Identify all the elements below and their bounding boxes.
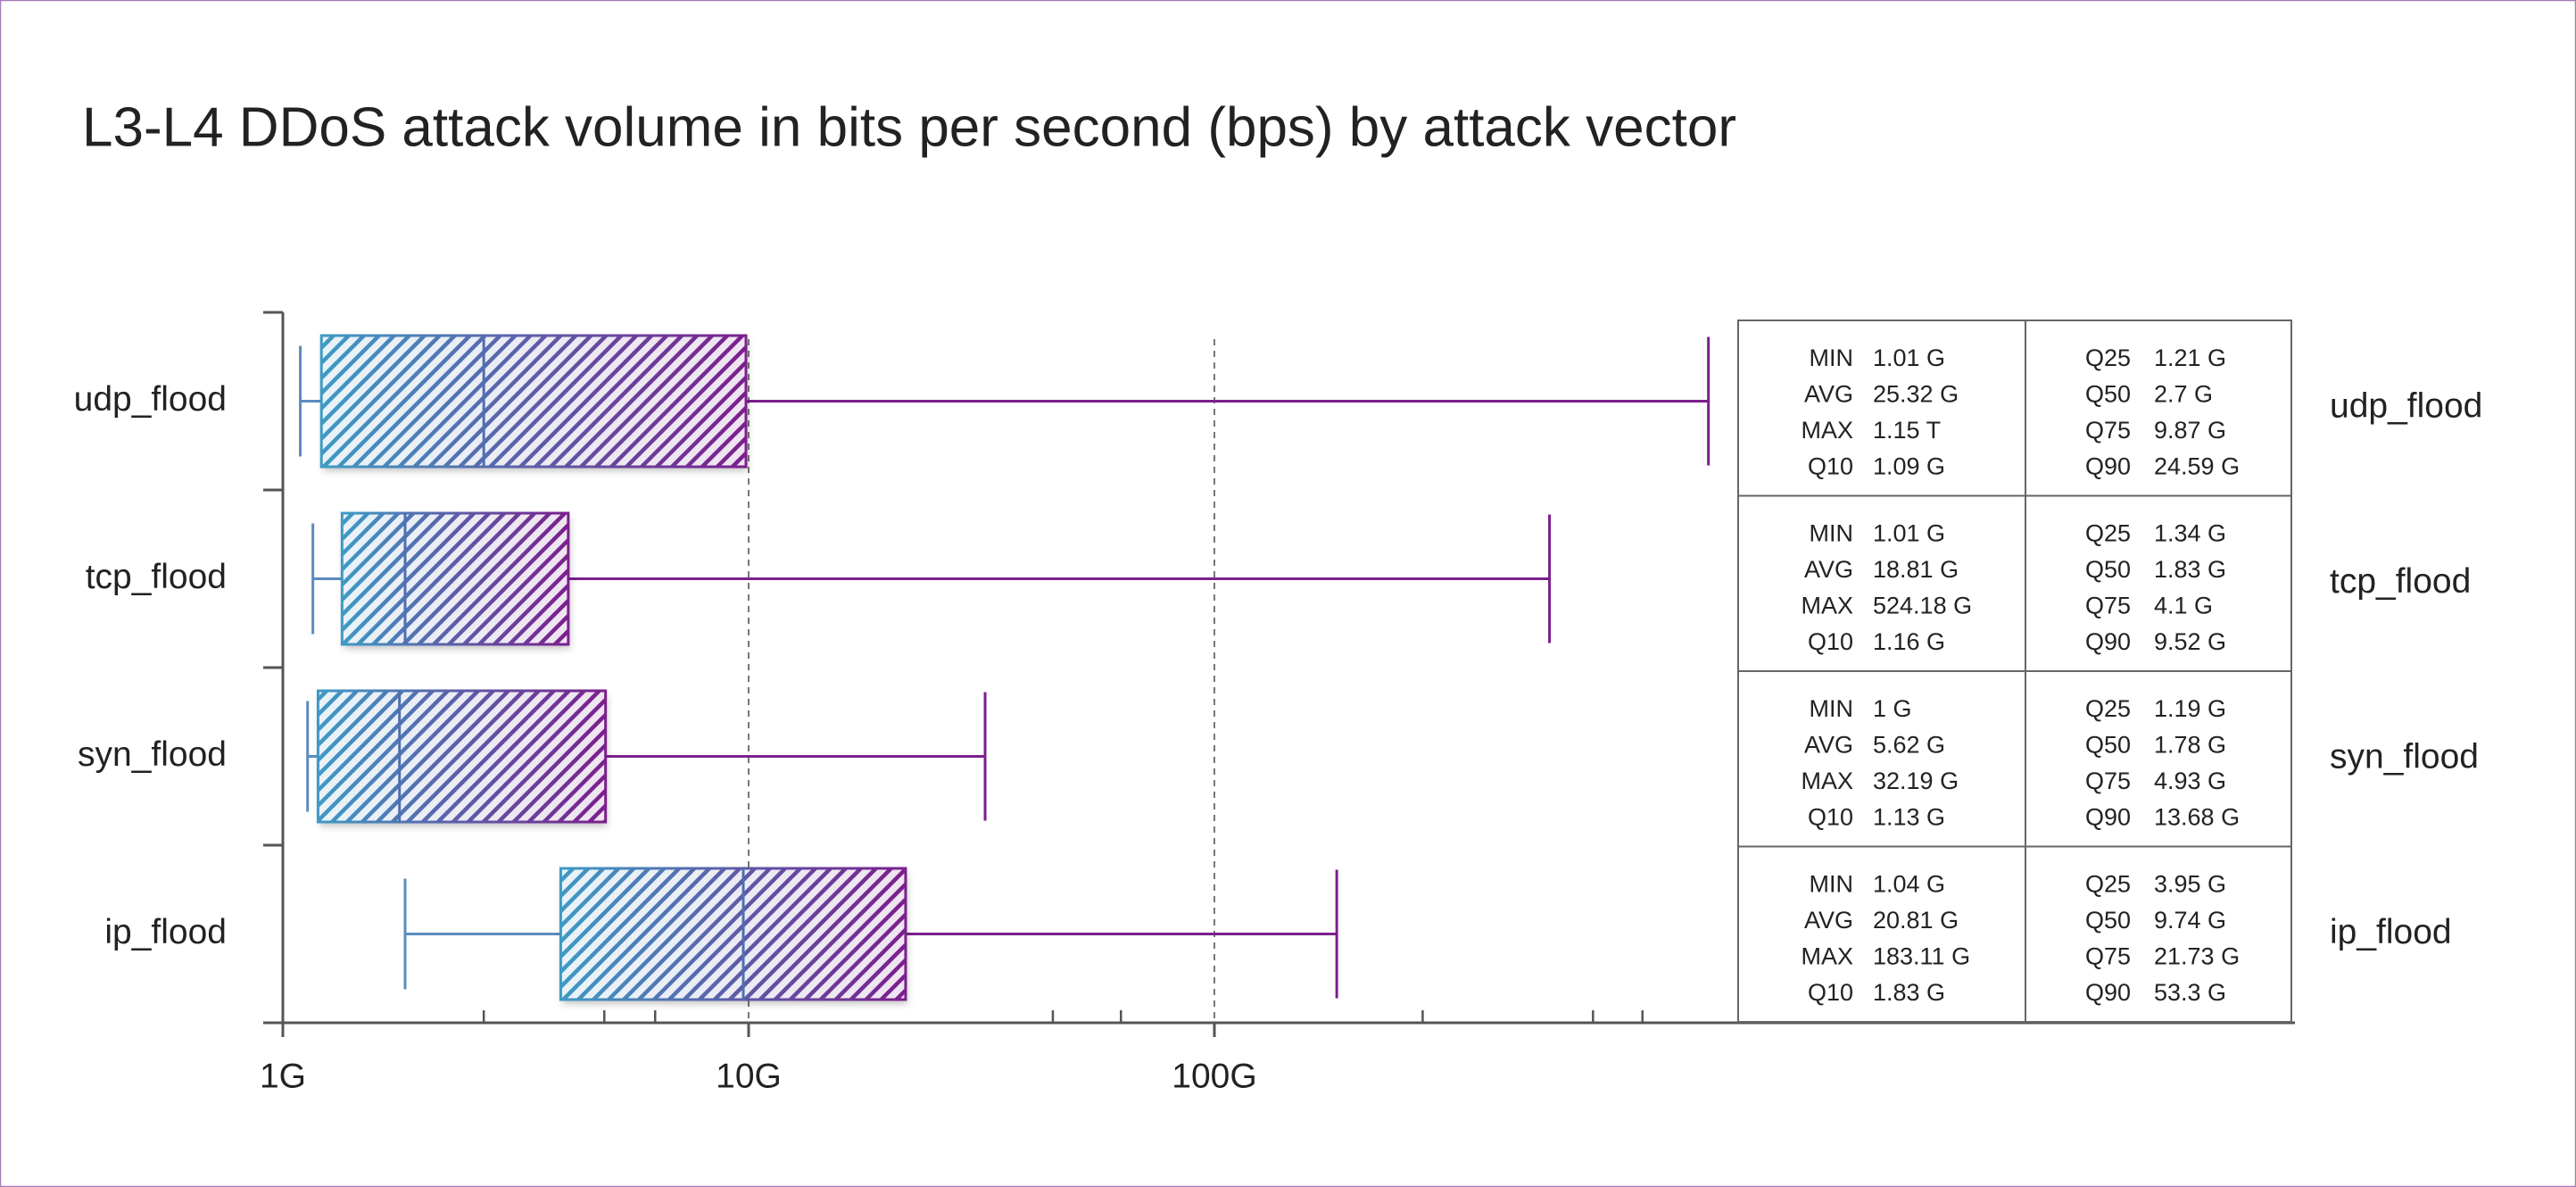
box-hatch — [560, 868, 906, 1000]
box-hatch — [321, 336, 747, 467]
stat-value: 1.09 G — [1873, 453, 1945, 480]
stat-name: Q10 — [1808, 804, 1853, 831]
stat-value: 4.1 G — [2154, 593, 2213, 619]
stat-name: MAX — [1801, 593, 1853, 619]
stat-value: 9.74 G — [2154, 907, 2226, 934]
chart-title: L3-L4 DDoS attack volume in bits per sec… — [82, 96, 1736, 158]
stat-value: 9.52 G — [2154, 628, 2226, 655]
stat-name: Q10 — [1808, 979, 1853, 1006]
stat-name: MIN — [1810, 344, 1854, 371]
stat-value: 1.16 G — [1873, 628, 1945, 655]
stat-value: 4.93 G — [2154, 768, 2226, 794]
stat-name: Q10 — [1808, 628, 1853, 655]
stat-value: 3.95 G — [2154, 871, 2226, 898]
stat-value: 1 G — [1873, 695, 1912, 722]
table-category-label: syn_flood — [2330, 738, 2479, 776]
stat-name: Q75 — [2085, 768, 2131, 794]
stat-value: 21.73 G — [2154, 943, 2240, 970]
stat-value: 13.68 G — [2154, 804, 2240, 831]
stat-name: Q25 — [2085, 344, 2131, 371]
stat-name: MIN — [1810, 871, 1854, 898]
box-hatch — [318, 691, 606, 822]
box — [559, 867, 907, 1001]
stat-name: MIN — [1810, 520, 1854, 547]
box — [316, 689, 608, 824]
stat-value: 20.81 G — [1873, 907, 1959, 934]
stat-value: 1.01 G — [1873, 344, 1945, 371]
stat-value: 53.3 G — [2154, 979, 2226, 1006]
category-label: syn_flood — [78, 735, 227, 774]
stat-name: MAX — [1801, 417, 1853, 444]
stat-value: 524.18 G — [1873, 593, 1972, 619]
stat-name: MAX — [1801, 768, 1853, 794]
stat-value: 32.19 G — [1873, 768, 1959, 794]
stat-value: 1.04 G — [1873, 871, 1945, 898]
category-label: tcp_flood — [86, 558, 227, 596]
stat-name: Q90 — [2085, 804, 2131, 831]
stat-name: AVG — [1804, 907, 1853, 934]
stat-name: Q25 — [2085, 871, 2131, 898]
stat-name: Q25 — [2085, 695, 2131, 722]
stat-name: Q75 — [2085, 417, 2131, 444]
stat-name: Q10 — [1808, 453, 1853, 480]
stat-name: AVG — [1804, 556, 1853, 583]
stat-name: AVG — [1804, 381, 1853, 408]
x-tick-label: 10G — [716, 1057, 782, 1095]
x-tick-label: 100G — [1172, 1057, 1256, 1095]
table-category-label: udp_flood — [2330, 387, 2482, 426]
box — [319, 334, 748, 469]
table-category-label: tcp_flood — [2330, 562, 2471, 601]
stat-name: AVG — [1804, 732, 1853, 759]
stat-name: Q90 — [2085, 453, 2131, 480]
x-tick-label: 1G — [260, 1057, 306, 1095]
stat-name: Q90 — [2085, 979, 2131, 1006]
stat-value: 1.83 G — [1873, 979, 1945, 1006]
stat-name: MAX — [1801, 943, 1853, 970]
stat-name: Q50 — [2085, 907, 2131, 934]
stat-name: Q50 — [2085, 732, 2131, 759]
stat-name: Q90 — [2085, 628, 2131, 655]
stat-value: 24.59 G — [2154, 453, 2240, 480]
stat-value: 2.7 G — [2154, 381, 2213, 408]
stat-name: MIN — [1810, 695, 1854, 722]
stat-value: 18.81 G — [1873, 556, 1959, 583]
table-category-label: ip_flood — [2330, 913, 2452, 951]
stat-value: 1.78 G — [2154, 732, 2226, 759]
stat-name: Q50 — [2085, 556, 2131, 583]
stat-name: Q25 — [2085, 520, 2131, 547]
stat-value: 25.32 G — [1873, 381, 1959, 408]
stat-name: Q50 — [2085, 381, 2131, 408]
stat-value: 9.87 G — [2154, 417, 2226, 444]
stat-name: Q75 — [2085, 943, 2131, 970]
stat-value: 1.13 G — [1873, 804, 1945, 831]
stat-value: 1.83 G — [2154, 556, 2226, 583]
box-hatch — [342, 513, 568, 644]
category-label: ip_flood — [104, 913, 227, 951]
stat-value: 1.19 G — [2154, 695, 2226, 722]
stat-value: 5.62 G — [1873, 732, 1945, 759]
stat-value: 1.21 G — [2154, 344, 2226, 371]
stat-value: 1.15 T — [1873, 417, 1941, 444]
stat-value: 1.34 G — [2154, 520, 2226, 547]
category-label: udp_flood — [74, 380, 227, 419]
box — [340, 511, 570, 646]
stat-name: Q75 — [2085, 593, 2131, 619]
stat-value: 183.11 G — [1873, 943, 1970, 970]
stat-value: 1.01 G — [1873, 520, 1945, 547]
